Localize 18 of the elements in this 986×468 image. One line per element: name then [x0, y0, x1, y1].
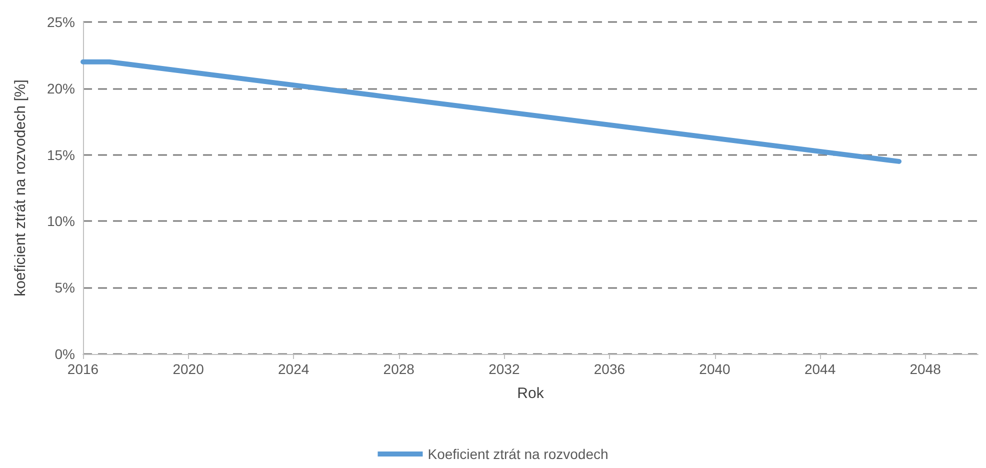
- x-tick-label: 2028: [383, 361, 415, 377]
- x-tick-label: 2048: [910, 361, 942, 377]
- x-tick-label: 2040: [699, 361, 731, 377]
- x-tick-label: 2044: [804, 361, 836, 377]
- x-tick-label: 2032: [488, 361, 520, 377]
- legend-label: Koeficient ztrát na rozvodech: [428, 446, 608, 462]
- x-tick-label: 2016: [67, 361, 99, 377]
- x-tick-label: 2036: [594, 361, 626, 377]
- x-axis-title: Rok: [517, 385, 544, 402]
- y-tick-label: 5%: [54, 280, 75, 296]
- y-tick-label: 0%: [54, 346, 75, 362]
- x-tick-label: 2024: [278, 361, 310, 377]
- x-tick-label: 2020: [172, 361, 204, 377]
- y-tick-label: 20%: [46, 80, 75, 96]
- y-tick-label: 25%: [46, 14, 75, 30]
- y-axis-title: koeficient ztrát na rozvodech [%]: [12, 80, 29, 296]
- y-tick-label: 10%: [46, 213, 75, 230]
- y-tick-label: 15%: [46, 146, 75, 163]
